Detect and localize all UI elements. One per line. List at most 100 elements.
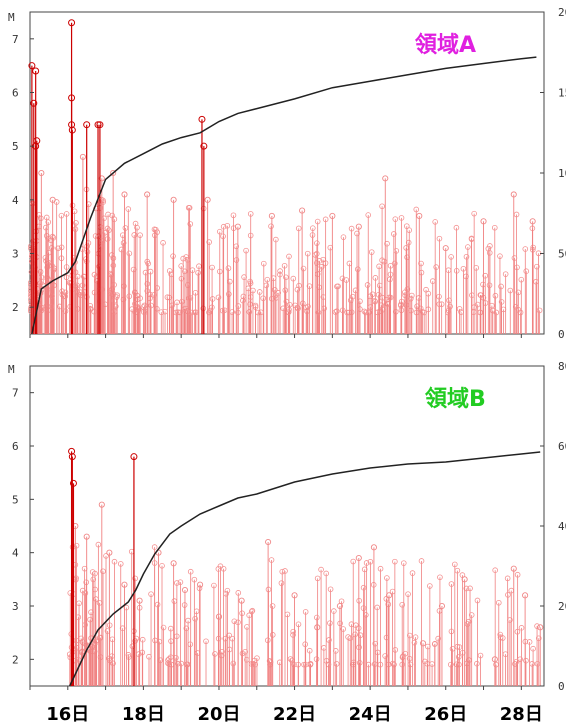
event-marker — [385, 601, 392, 608]
event-marker — [137, 232, 143, 238]
panel-b-title: 領域B — [425, 386, 486, 412]
event-marker — [398, 215, 405, 221]
event-marker — [111, 298, 118, 304]
event-marker — [406, 632, 413, 639]
event-marker — [191, 309, 198, 316]
event-marker — [420, 640, 427, 647]
event-marker — [363, 560, 370, 566]
highlight-marker — [200, 142, 208, 150]
event-marker — [374, 309, 381, 316]
event-marker — [349, 293, 356, 300]
event-marker — [63, 211, 70, 217]
y-tick-label: 3 — [12, 600, 19, 613]
event-marker — [438, 602, 446, 610]
event-marker — [224, 587, 231, 594]
event-marker — [336, 602, 343, 610]
event-marker — [117, 561, 124, 567]
event-marker — [436, 293, 442, 300]
event-marker — [196, 585, 203, 592]
panel-a-highlight-events — [28, 19, 208, 334]
event-marker — [357, 632, 364, 639]
y-tick-label: 6 — [12, 87, 19, 100]
event-marker — [74, 644, 80, 651]
y2-tick-label: 40 — [558, 520, 566, 533]
event-marker — [515, 289, 522, 296]
event-marker — [82, 622, 88, 628]
event-marker — [284, 611, 291, 618]
event-marker — [448, 581, 455, 587]
event-marker — [384, 240, 390, 247]
x-tick-label: 22日 — [273, 704, 316, 725]
event-marker — [356, 660, 363, 666]
event-marker — [467, 585, 473, 592]
event-marker — [487, 243, 493, 249]
event-marker — [536, 307, 543, 314]
y2-tick-label: 200 — [558, 6, 566, 19]
event-marker — [460, 265, 467, 272]
event-marker — [263, 282, 270, 289]
event-marker — [391, 661, 397, 668]
event-marker — [425, 290, 432, 297]
event-marker — [93, 639, 100, 645]
event-marker — [118, 246, 125, 253]
event-marker — [518, 625, 525, 631]
event-marker — [348, 225, 355, 232]
y-tick-label: 5 — [12, 140, 19, 153]
event-marker — [370, 544, 377, 551]
event-marker — [59, 288, 65, 294]
event-marker — [209, 296, 216, 302]
event-marker — [254, 655, 260, 661]
event-marker — [335, 283, 341, 290]
event-marker — [354, 266, 361, 273]
x-tick-label: 26日 — [424, 704, 467, 725]
event-marker — [165, 660, 171, 667]
event-marker — [387, 271, 394, 278]
event-marker — [485, 245, 492, 252]
event-marker — [295, 225, 302, 232]
event-marker — [48, 245, 55, 251]
event-marker — [114, 292, 121, 299]
event-marker — [495, 599, 502, 606]
event-marker — [469, 292, 475, 298]
event-marker — [49, 196, 56, 203]
event-marker — [402, 289, 408, 296]
event-marker — [418, 558, 425, 564]
event-marker — [49, 262, 55, 269]
event-marker — [195, 269, 201, 276]
panel-b-y-ticks: 2 3 4 5 6 7 — [12, 387, 34, 666]
event-marker — [268, 223, 274, 230]
event-marker — [85, 240, 92, 246]
event-marker — [87, 302, 93, 309]
event-marker — [244, 656, 250, 663]
event-marker — [273, 295, 279, 301]
event-marker — [235, 590, 242, 596]
event-marker — [102, 229, 108, 236]
event-marker — [159, 562, 165, 569]
event-marker — [381, 258, 388, 265]
event-marker — [489, 302, 495, 309]
event-marker — [110, 660, 116, 667]
event-marker — [302, 641, 308, 648]
event-marker — [304, 250, 311, 257]
event-marker — [121, 191, 128, 198]
event-marker — [98, 175, 105, 182]
highlight-marker — [198, 115, 206, 123]
event-marker — [498, 283, 504, 290]
event-marker — [405, 591, 411, 597]
event-marker — [120, 240, 127, 246]
highlight-marker — [33, 137, 41, 145]
y-tick-label: 2 — [12, 301, 19, 314]
panel-a-events — [27, 153, 543, 334]
highlight-marker — [68, 126, 76, 134]
event-marker — [407, 661, 414, 668]
event-marker — [256, 289, 263, 295]
event-marker — [229, 635, 236, 642]
event-marker — [89, 569, 96, 575]
event-marker — [182, 305, 189, 312]
event-marker — [62, 289, 69, 296]
event-marker — [230, 212, 237, 219]
x-tick-label: 18日 — [122, 704, 165, 725]
event-marker — [514, 628, 521, 635]
event-marker — [38, 215, 44, 222]
event-marker — [170, 560, 177, 567]
